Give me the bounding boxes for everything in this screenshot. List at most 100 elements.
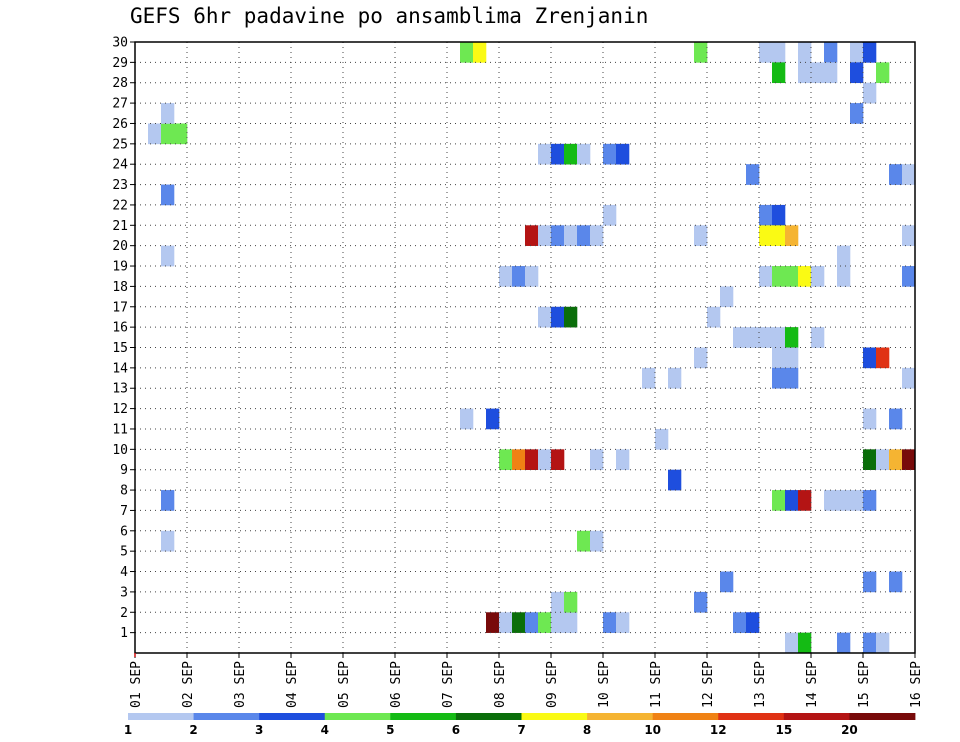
heatmap-cell	[824, 490, 838, 511]
heatmap-cell	[499, 266, 513, 287]
heatmap-cell	[759, 42, 773, 63]
heatmap-cell	[538, 306, 552, 328]
colorbar: 1 2 3 4 5 6 7 8 10 12 15 20	[124, 713, 916, 737]
heatmap-cell	[161, 245, 175, 267]
heatmap-cell	[746, 612, 760, 633]
heatmap-cell	[798, 632, 812, 654]
heatmap-cell	[772, 327, 786, 348]
heatmap-cell	[850, 42, 864, 63]
heatmap-cell	[616, 612, 630, 633]
colorbar-swatch	[324, 713, 391, 720]
colorbar-swatch	[455, 713, 522, 720]
heatmap-cell	[863, 571, 877, 593]
colorbar-label: 2	[189, 723, 197, 737]
heatmap-cell	[798, 266, 812, 287]
heatmap-cell	[486, 612, 500, 633]
y-tick-label: 10	[112, 443, 128, 458]
x-tick-label: 03 SEP	[233, 661, 248, 708]
y-tick-label: 4	[120, 565, 128, 580]
colorbar-label: 10	[644, 723, 661, 737]
heatmap-cell	[824, 62, 838, 84]
y-tick-label: 3	[120, 585, 128, 600]
heatmap-cell	[577, 530, 591, 552]
heatmap-cell	[798, 490, 812, 511]
y-tick-label: 7	[120, 504, 128, 519]
heatmap-cell	[746, 164, 760, 185]
heatmap-cell	[772, 225, 786, 246]
y-tick-label: 1	[120, 626, 128, 641]
heatmap-cell	[811, 327, 825, 348]
heatmap-cell	[161, 530, 175, 552]
y-tick-label: 2	[120, 606, 128, 621]
heatmap-cell	[785, 266, 799, 287]
heatmap-cell	[161, 103, 175, 124]
x-tick-label: 09 SEP	[545, 661, 560, 708]
heatmap-cell	[759, 204, 773, 226]
colorbar-label: 6	[452, 723, 460, 737]
heatmap-cell	[538, 143, 552, 165]
colorbar-swatch	[521, 713, 588, 720]
heatmap-cell	[902, 164, 916, 185]
heatmap-cell	[785, 632, 799, 654]
x-tick-label: 02 SEP	[181, 661, 196, 708]
heatmap-cell	[668, 469, 682, 491]
heatmap-cell	[616, 449, 630, 470]
heatmap-cell	[551, 612, 565, 633]
colorbar-swatch	[128, 713, 194, 720]
x-tick-label: 16 SEP	[909, 661, 924, 708]
colorbar-swatch	[718, 713, 785, 720]
y-tick-label: 9	[120, 463, 128, 478]
y-tick-label: 11	[112, 422, 128, 437]
heatmap-cell	[512, 612, 526, 633]
colorbar-label: 5	[386, 723, 394, 737]
heatmap-cell	[876, 347, 890, 369]
y-tick-label: 28	[112, 76, 128, 91]
y-tick-label: 5	[120, 545, 128, 560]
heatmap-cell	[759, 266, 773, 287]
heatmap-cell	[694, 42, 708, 63]
heatmap-cell	[837, 490, 851, 511]
heatmap-cell	[655, 428, 669, 450]
heatmap-cell	[863, 632, 877, 654]
heatmap-cell	[512, 449, 526, 470]
heatmap-cell	[564, 612, 578, 633]
colorbar-swatch	[783, 713, 850, 720]
heatmap-cell	[772, 266, 786, 287]
heatmap-cell	[603, 204, 617, 226]
x-tick-label: 04 SEP	[285, 661, 300, 708]
heatmap-cell	[889, 408, 903, 430]
heatmap-cell	[863, 449, 877, 470]
colorbar-swatch	[587, 713, 654, 720]
grid-layer	[135, 42, 915, 653]
colorbar-label: 15	[775, 723, 792, 737]
heatmap-cell	[720, 571, 734, 593]
x-tick-label: 01 SEP	[129, 661, 144, 708]
x-tick-label: 12 SEP	[701, 661, 716, 708]
heatmap-cell	[590, 225, 604, 246]
heatmap-cell	[798, 42, 812, 63]
y-tick-label: 12	[112, 402, 128, 417]
x-tick-label: 07 SEP	[441, 661, 456, 708]
heatmap-cell	[837, 632, 851, 654]
heatmap-cell	[551, 591, 565, 613]
heatmap-cell	[811, 62, 825, 84]
heatmap-cell	[538, 225, 552, 246]
heatmap-cell	[863, 82, 877, 104]
heatmap-cell	[889, 164, 903, 185]
x-tick-label: 10 SEP	[597, 661, 612, 708]
heatmap-cell	[525, 612, 539, 633]
heatmap-cell	[486, 408, 500, 430]
heatmap-cell	[733, 612, 747, 633]
heatmap-cell	[876, 62, 890, 84]
y-tick-label: 13	[112, 382, 128, 397]
heatmap-cell	[785, 347, 799, 369]
chart-title: GEFS 6hr padavine po ansamblima Zrenjani…	[130, 4, 649, 28]
y-tick-label: 26	[112, 117, 128, 132]
y-tick-label: 22	[112, 198, 128, 213]
colorbar-label: 20	[841, 723, 858, 737]
y-tick-label: 30	[112, 36, 128, 51]
y-tick-label: 6	[120, 524, 128, 539]
heatmap-cell	[499, 449, 513, 470]
heatmap-cell	[876, 449, 890, 470]
